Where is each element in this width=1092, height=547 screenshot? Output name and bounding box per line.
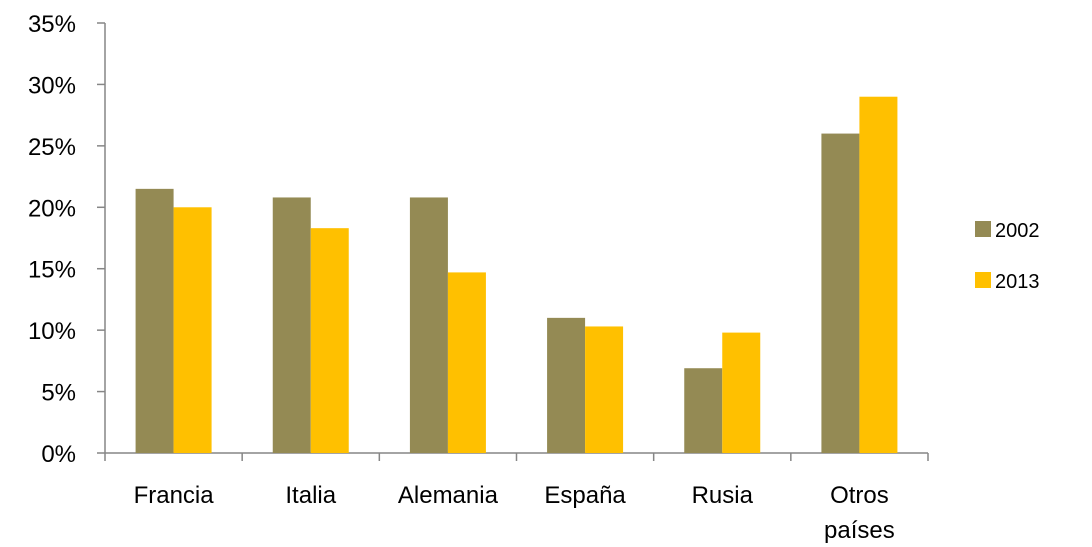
x-tick-label: Italia	[285, 482, 336, 509]
bar-2013-rusia	[722, 332, 761, 453]
bar-2013-otros-países	[859, 96, 898, 453]
bar-2002-otros-países	[821, 133, 860, 454]
x-tick-label: España	[544, 482, 626, 509]
x-tick-label: Rusia	[692, 482, 754, 509]
bar-2002-alemania	[409, 197, 448, 453]
y-tick-label: 20%	[28, 195, 76, 222]
bar-2002-francia	[135, 188, 174, 453]
bar-2013-españa	[585, 326, 624, 453]
bar-2002-rusia	[684, 368, 723, 453]
legend-label-2013: 2013	[995, 271, 1040, 293]
x-tick-label: Alemania	[398, 482, 499, 509]
y-tick-label: 5%	[41, 380, 76, 407]
legend-swatch-2013	[975, 272, 991, 288]
bar-2013-alemania	[447, 272, 486, 453]
x-axis: Francia Italia Alemania España Rusia Otros paí…	[104, 452, 929, 544]
y-axis: 0% 5% 10% 15% 20% 25% 30% 35%	[28, 11, 106, 468]
y-tick-label: 30%	[28, 72, 76, 99]
x-tick-label: Otros países	[824, 482, 895, 544]
y-tick-label: 0%	[41, 441, 76, 468]
y-tick-label: 25%	[28, 134, 76, 161]
legend-label-2002: 2002	[995, 220, 1040, 242]
x-tick-label: Francia	[134, 482, 215, 509]
y-tick-label: 15%	[28, 257, 76, 284]
bar-2013-italia	[310, 228, 349, 453]
bar-2002-españa	[547, 317, 586, 453]
bars	[135, 96, 898, 454]
y-tick-label: 10%	[28, 318, 76, 345]
legend-swatch-2002	[975, 221, 991, 237]
y-tick-label: 35%	[28, 11, 76, 38]
bar-2013-francia	[173, 207, 212, 453]
legend: 2002 2013	[975, 220, 1040, 293]
bar-2002-italia	[272, 197, 311, 453]
